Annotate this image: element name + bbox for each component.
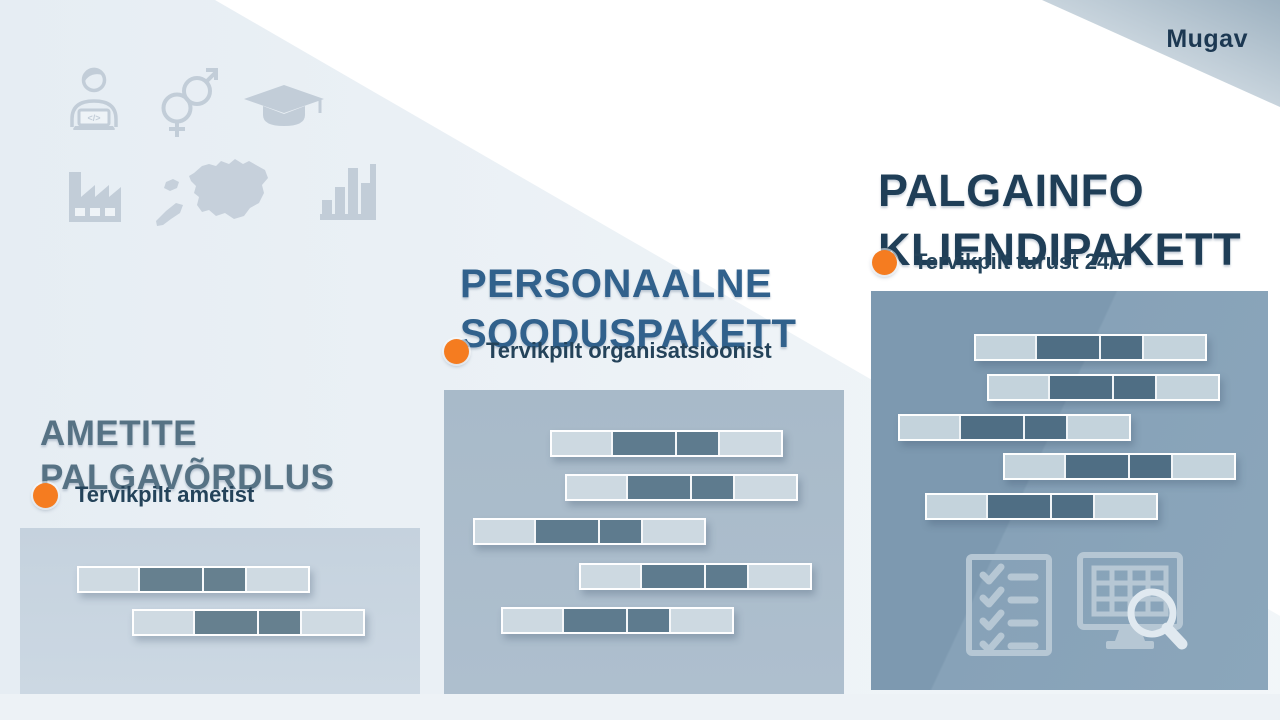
title-line: PERSONAALNE <box>460 262 773 307</box>
estonia-map-icon <box>156 159 268 226</box>
salary-range-bar <box>77 566 310 593</box>
bar-segment-dark <box>203 568 245 591</box>
package-box-personaalne <box>444 390 844 694</box>
bar-segment-light <box>1067 416 1129 439</box>
factory-icon <box>69 172 121 222</box>
bar-segment-light <box>927 495 987 518</box>
title-line: PALGAINFO <box>878 165 1145 217</box>
bar-segment-dark <box>1066 455 1128 478</box>
subtitle-text: Tervikpilt turust 24/7 <box>914 249 1128 274</box>
bar-segment-dark <box>627 609 669 632</box>
subtitle-palgainfo: Tervikpilt turust 24/7 <box>872 249 1128 275</box>
salary-range-bar <box>565 474 798 501</box>
bar-chart-icon <box>320 164 376 220</box>
bar-segment-dark <box>705 565 747 588</box>
salary-range-bar <box>473 518 706 545</box>
svg-text:</>: </> <box>87 113 100 123</box>
section-title-palgainfo: PALGAINFO KLIENDIPAKETT <box>878 162 1241 279</box>
salary-range-bar <box>550 430 783 457</box>
bottom-strip <box>0 694 1280 720</box>
bar-segment-dark <box>195 611 257 634</box>
bar-segment-dark <box>988 495 1050 518</box>
bar-segment-light <box>79 568 139 591</box>
bar-segment-light <box>134 611 194 634</box>
checklist-icon <box>966 554 1052 656</box>
bar-segment-light <box>670 609 732 632</box>
gender-icon <box>161 68 218 137</box>
bar-segment-light <box>552 432 612 455</box>
title-line: KLIENDIPAKETT <box>878 223 1242 275</box>
package-box-palgainfo <box>871 291 1268 690</box>
bar-segment-light <box>246 568 308 591</box>
salary-range-bar <box>579 563 812 590</box>
graduation-cap-icon <box>244 85 324 126</box>
mugav-label: Mugav <box>1166 25 1248 53</box>
salary-range-bar <box>925 493 1158 520</box>
subtitle-text: Tervikpilt ametist <box>75 482 255 507</box>
bar-segment-dark <box>536 520 598 543</box>
package-box-ametite <box>20 528 420 694</box>
title-line: SOODUSPAKETT <box>460 311 797 356</box>
title-line: AMETITE <box>40 414 198 454</box>
bar-segment-light <box>1156 376 1218 399</box>
bar-segment-light <box>734 476 796 499</box>
salary-range-bar <box>1003 453 1236 480</box>
title-line: PALGAVÕRDLUS <box>40 458 335 498</box>
bar-segment-dark <box>599 520 641 543</box>
bar-segment-dark <box>1100 336 1142 359</box>
bar-segment-dark <box>1024 416 1066 439</box>
salary-range-bar <box>132 609 365 636</box>
bar-segment-light <box>748 565 810 588</box>
orange-bullet-icon <box>872 249 897 275</box>
bar-segment-dark <box>564 609 626 632</box>
bar-segment-dark <box>1037 336 1099 359</box>
bar-segment-light <box>301 611 363 634</box>
section-title-personaalne: PERSONAALNE SOODUSPAKETT <box>460 260 796 359</box>
person-coder-icon: </> <box>70 67 118 130</box>
bar-segment-dark <box>642 565 704 588</box>
bar-segment-dark <box>258 611 300 634</box>
bar-segment-dark <box>140 568 202 591</box>
salary-range-bar <box>974 334 1207 361</box>
salary-range-bar <box>987 374 1220 401</box>
bar-segment-light <box>719 432 781 455</box>
salary-range-bar <box>501 607 734 634</box>
bar-segment-light <box>475 520 535 543</box>
bar-segment-dark <box>1051 495 1093 518</box>
bar-segment-light <box>503 609 563 632</box>
bar-segment-light <box>1005 455 1065 478</box>
bar-segment-light <box>1094 495 1156 518</box>
bar-segment-light <box>1172 455 1234 478</box>
bar-segment-light <box>900 416 960 439</box>
orange-bullet-icon <box>33 482 58 508</box>
bar-segment-dark <box>691 476 733 499</box>
bar-segment-dark <box>628 476 690 499</box>
salary-range-bar <box>898 414 1131 441</box>
bar-segment-light <box>989 376 1049 399</box>
bar-segment-dark <box>1129 455 1171 478</box>
bar-segment-dark <box>1113 376 1155 399</box>
bar-segment-dark <box>961 416 1023 439</box>
subtitle-text: Tervikpilt organisatsioonist <box>486 338 772 363</box>
bar-segment-light <box>1143 336 1205 359</box>
orange-bullet-icon <box>444 338 469 364</box>
bar-segment-dark <box>676 432 718 455</box>
bar-segment-light <box>976 336 1036 359</box>
bar-segment-light <box>581 565 641 588</box>
subtitle-personaalne: Tervikpilt organisatsioonist <box>444 338 772 364</box>
bar-segment-light <box>567 476 627 499</box>
section-title-ametite: AMETITE PALGAVÕRDLUS <box>40 412 334 500</box>
bar-segment-light <box>642 520 704 543</box>
bar-segment-dark <box>1050 376 1112 399</box>
bar-segment-dark <box>613 432 675 455</box>
subtitle-ametite: Tervikpilt ametist <box>33 482 254 508</box>
monitor-search-icon <box>1077 552 1188 650</box>
